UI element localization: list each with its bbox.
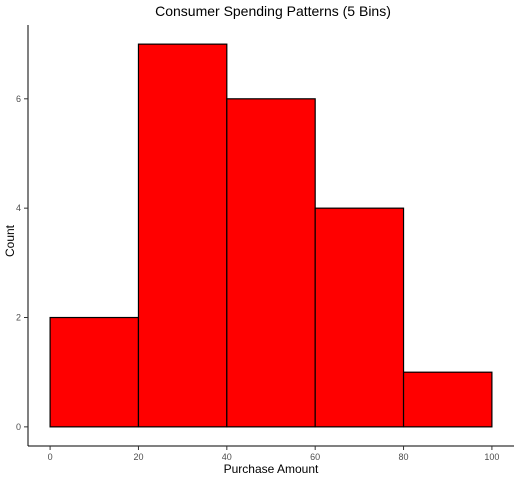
y-axis-ticks: 0 2 4 6: [16, 94, 28, 432]
x-tick-label: 40: [222, 452, 232, 462]
bar-60-80: [314, 207, 405, 428]
bar-0-20: [49, 316, 140, 428]
y-axis-title: Count: [3, 224, 17, 257]
x-tick-label: 0: [48, 452, 53, 462]
bar-20-40: [137, 43, 228, 428]
x-tick-label: 20: [133, 452, 143, 462]
bars-group: [49, 43, 493, 428]
y-tick-label: 6: [16, 94, 21, 104]
x-tick-label: 60: [310, 452, 320, 462]
y-tick-label: 2: [16, 313, 21, 323]
bar-80-100: [402, 371, 493, 428]
chart-title: Consumer Spending Patterns (5 Bins): [155, 3, 391, 19]
x-axis-title: Purchase Amount: [224, 462, 319, 476]
x-tick-label: 100: [484, 452, 499, 462]
y-tick-label: 0: [16, 422, 21, 432]
y-tick-label: 4: [16, 203, 21, 213]
x-axis-ticks: 0 20 40 60 80 100: [48, 446, 499, 462]
x-tick-label: 80: [399, 452, 409, 462]
bar-40-60: [226, 98, 316, 428]
